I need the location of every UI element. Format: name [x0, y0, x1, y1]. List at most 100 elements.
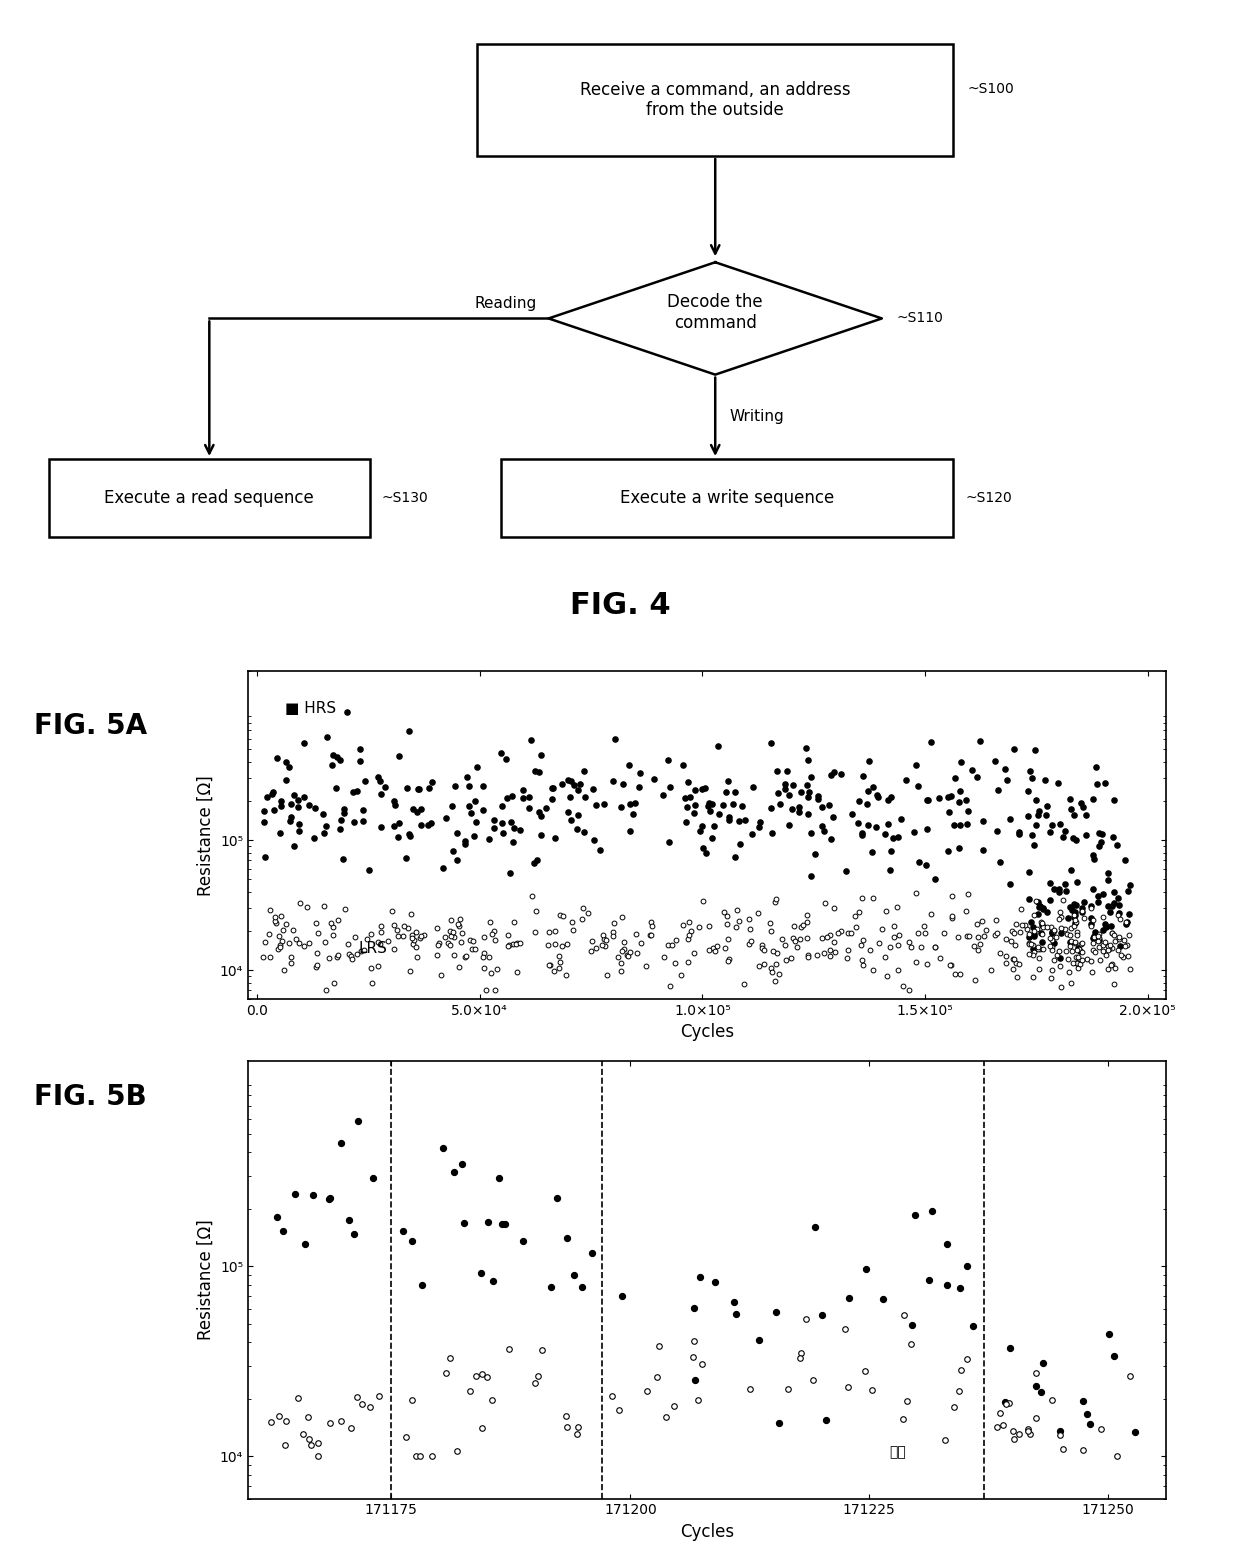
Point: [702, 826, 722, 851]
Point: [474, 955, 494, 980]
Point: [1116, 912, 1136, 937]
Point: [605, 727, 625, 752]
Point: [1023, 933, 1043, 958]
Point: [818, 793, 838, 818]
Point: [973, 837, 993, 862]
Point: [1007, 965, 1027, 990]
Point: [888, 894, 908, 919]
Point: [888, 933, 908, 958]
Point: [692, 777, 712, 802]
Point: [693, 835, 713, 860]
Point: [531, 743, 551, 768]
Point: [549, 902, 569, 927]
Point: [1120, 873, 1140, 898]
Point: [500, 932, 520, 957]
Point: [782, 926, 802, 951]
Point: [274, 1433, 294, 1458]
Point: [572, 907, 591, 932]
Point: [925, 935, 945, 960]
Point: [306, 912, 326, 937]
Point: [460, 1378, 480, 1403]
Point: [1004, 921, 1024, 946]
Point: [1102, 921, 1122, 946]
Point: [387, 918, 407, 943]
Point: [1038, 915, 1058, 940]
Point: [625, 790, 645, 815]
Point: [921, 729, 941, 754]
Point: [826, 940, 846, 965]
Point: [371, 913, 391, 938]
Point: [522, 884, 542, 909]
Text: ~S120: ~S120: [965, 492, 1012, 504]
Point: [371, 919, 391, 944]
Point: [1033, 898, 1053, 923]
Point: [567, 816, 587, 841]
Point: [418, 813, 438, 838]
Point: [316, 813, 336, 838]
Point: [1037, 795, 1056, 820]
Point: [1102, 894, 1122, 919]
Point: [445, 774, 465, 799]
Point: [823, 804, 843, 829]
Point: [368, 954, 388, 979]
Point: [796, 1307, 816, 1332]
Point: [766, 1300, 786, 1325]
Point: [779, 813, 799, 838]
Point: [968, 924, 988, 949]
Point: [549, 943, 569, 968]
Point: [987, 818, 1007, 843]
Point: [1104, 1344, 1123, 1369]
Point: [1120, 902, 1140, 927]
Point: [438, 930, 458, 955]
Point: [422, 1444, 441, 1469]
Point: [808, 787, 828, 812]
Point: [704, 813, 724, 838]
Point: [1033, 937, 1053, 962]
Point: [909, 849, 929, 874]
Text: Execute a write sequence: Execute a write sequence: [620, 489, 835, 507]
Point: [441, 793, 461, 818]
Point: [939, 784, 959, 809]
Point: [388, 824, 408, 849]
Point: [542, 787, 562, 812]
Point: [549, 955, 569, 980]
Point: [616, 943, 636, 968]
Point: [440, 919, 460, 944]
Point: [753, 933, 773, 958]
Point: [1100, 937, 1120, 962]
Point: [402, 1388, 422, 1413]
Point: [1050, 899, 1070, 924]
Point: [419, 776, 439, 801]
Point: [567, 1421, 587, 1445]
Point: [1110, 893, 1130, 918]
Point: [1070, 938, 1090, 963]
Point: [825, 760, 844, 785]
Point: [433, 1135, 453, 1160]
Point: [564, 773, 584, 798]
Point: [1112, 944, 1132, 969]
Point: [407, 1444, 427, 1469]
Point: [1029, 957, 1049, 982]
Point: [923, 1199, 942, 1224]
Point: [779, 784, 799, 809]
Point: [637, 1378, 657, 1403]
Point: [893, 1406, 913, 1431]
Point: [1021, 1422, 1040, 1447]
Point: [284, 782, 304, 807]
Point: [397, 776, 417, 801]
Point: [1044, 930, 1064, 955]
Point: [1111, 943, 1131, 968]
Point: [863, 957, 883, 982]
Point: [797, 801, 817, 826]
Point: [1080, 913, 1100, 938]
Point: [918, 952, 937, 977]
Point: [1090, 948, 1110, 973]
Point: [630, 774, 650, 799]
Point: [1044, 877, 1064, 902]
Point: [858, 813, 878, 838]
X-axis label: Cycles: Cycles: [680, 1024, 734, 1041]
Point: [1091, 829, 1111, 854]
Point: [1044, 918, 1064, 943]
Point: [1011, 919, 1030, 944]
Point: [496, 746, 516, 771]
